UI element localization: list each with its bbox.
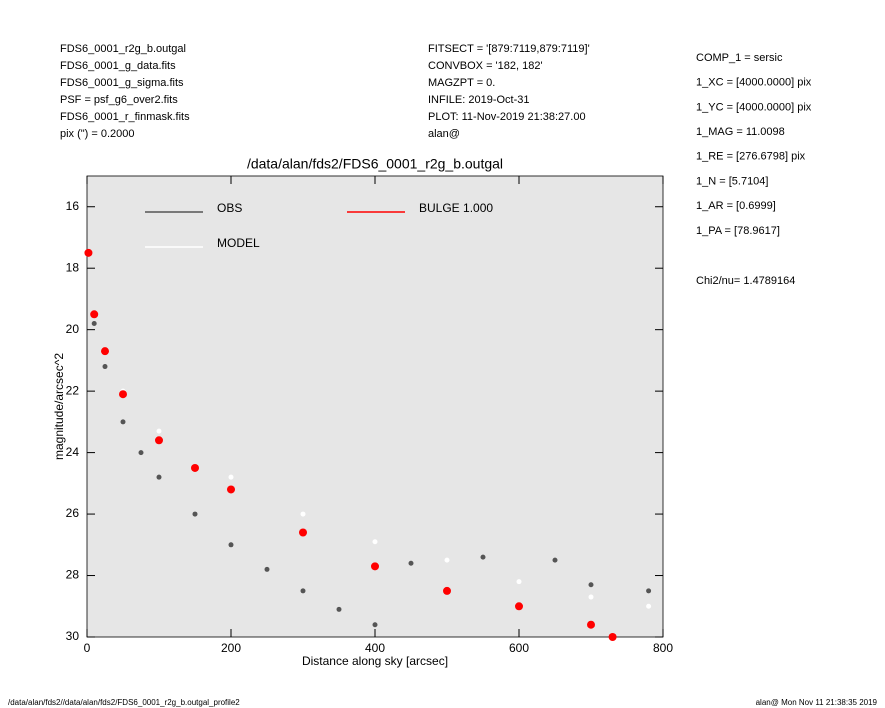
data-point — [444, 557, 450, 563]
data-point — [119, 390, 127, 399]
data-point — [608, 633, 617, 641]
footer-right: alan@ Mon Nov 11 21:38:35 2019 — [756, 698, 878, 707]
data-point — [228, 542, 234, 548]
data-point — [408, 560, 414, 566]
y-tick-label: 18 — [66, 260, 80, 274]
param-line: COMP_1 = sersic — [696, 52, 783, 64]
param-line: 1_PA = [78.9617] — [696, 225, 780, 237]
data-point — [336, 606, 342, 612]
param-line: 1_RE = [276.6798] pix — [696, 151, 806, 163]
data-point — [299, 528, 307, 537]
y-tick-label: 30 — [66, 629, 80, 643]
header-line: FDS6_0001_g_data.fits — [60, 60, 176, 72]
data-point — [191, 463, 199, 472]
data-point — [155, 436, 163, 445]
header-line: FITSECT = '[879:7119,879:7119]' — [428, 43, 590, 55]
y-tick-label: 28 — [66, 568, 80, 582]
param-line: 1_MAG = 11.0098 — [696, 126, 785, 138]
y-tick-label: 24 — [66, 445, 80, 459]
data-point — [156, 428, 162, 434]
plot-area — [86, 175, 664, 638]
x-tick-label: 400 — [365, 641, 385, 655]
x-tick-label: 0 — [84, 641, 91, 655]
footer-left: /data/alan/fds2//data/alan/fds2/FDS6_000… — [8, 698, 240, 707]
header-line: FDS6_0001_g_sigma.fits — [60, 77, 184, 89]
y-tick-label: 26 — [66, 506, 80, 520]
data-point — [120, 419, 126, 425]
x-tick-label: 800 — [653, 641, 673, 655]
data-point — [646, 588, 652, 594]
header-line: INFILE: 2019-Oct-31 — [428, 94, 530, 106]
data-point — [516, 579, 522, 585]
data-point — [227, 485, 235, 494]
data-point — [300, 511, 306, 517]
data-point — [372, 622, 378, 628]
legend-label: OBS — [217, 201, 242, 215]
data-point — [372, 539, 378, 545]
data-point — [228, 474, 234, 480]
data-point — [552, 557, 558, 563]
data-point — [588, 582, 594, 588]
data-point — [480, 554, 486, 560]
data-point — [264, 566, 270, 572]
param-line: 1_XC = [4000.0000] pix — [696, 77, 812, 89]
data-point — [84, 248, 93, 257]
data-point — [156, 474, 162, 480]
param-line: 1_AR = [0.6999] — [696, 200, 776, 212]
data-point — [138, 450, 144, 456]
param-line: 1_YC = [4000.0000] pix — [696, 101, 812, 113]
data-point — [101, 347, 109, 356]
x-tick-label: 200 — [221, 641, 241, 655]
data-point — [192, 511, 198, 517]
y-axis-label: magnitude/arcsec^2 — [52, 353, 66, 460]
header-line: FDS6_0001_r_finmask.fits — [60, 111, 190, 123]
data-point — [646, 603, 652, 609]
header-line: MAGZPT = 0. — [428, 77, 495, 89]
y-tick-label: 20 — [66, 322, 80, 336]
data-point — [588, 594, 594, 600]
y-tick-label: 22 — [66, 383, 80, 397]
x-tick-label: 600 — [509, 641, 529, 655]
header-line: PLOT: 11-Nov-2019 21:38:27.00 — [428, 111, 586, 123]
data-point — [91, 321, 97, 327]
data-point — [443, 586, 451, 595]
data-point — [102, 364, 108, 370]
legend-label: BULGE 1.000 — [419, 201, 493, 215]
data-point — [587, 620, 595, 629]
header-line: CONVBOX = '182, 182' — [428, 60, 543, 72]
param-line: 1_N = [5.7104] — [696, 175, 768, 187]
data-point — [300, 588, 306, 594]
legend-label: MODEL — [217, 236, 260, 250]
chart-title: /data/alan/fds2/FDS6_0001_r2g_b.outgal — [247, 156, 503, 172]
header-line: FDS6_0001_r2g_b.outgal — [60, 43, 186, 55]
chi2: Chi2/nu= 1.4789164 — [696, 275, 795, 287]
y-tick-label: 16 — [66, 199, 80, 213]
data-point — [90, 310, 99, 319]
header-line: PSF = psf_g6_over2.fits — [60, 94, 178, 106]
header-line: pix (") = 0.2000 — [60, 128, 135, 140]
data-point — [371, 562, 379, 571]
data-point — [515, 602, 523, 611]
x-axis-label: Distance along sky [arcsec] — [302, 654, 448, 668]
header-line: alan@ — [428, 128, 460, 140]
